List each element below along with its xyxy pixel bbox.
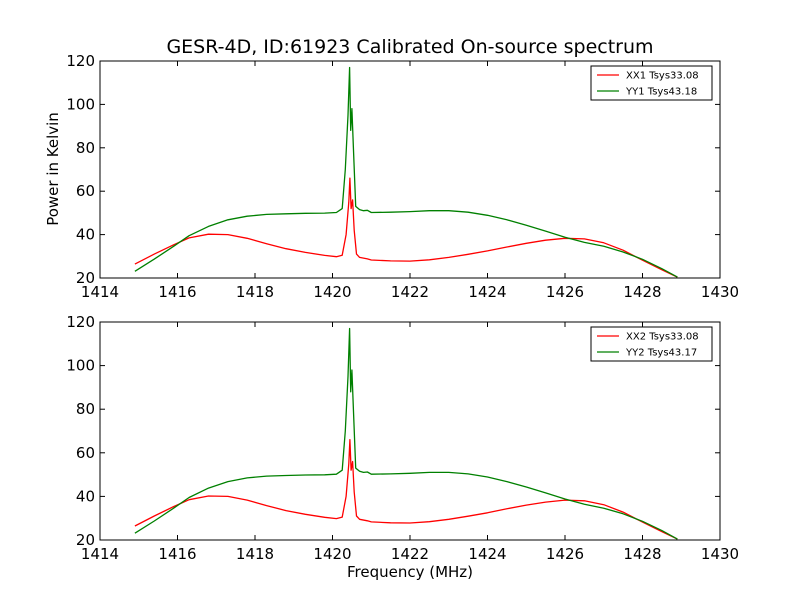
y-tick-label: 120: [66, 313, 95, 331]
x-tick-label: 1428: [623, 283, 661, 301]
legend-box: [590, 65, 713, 101]
legend-label: YY2 Tsys43.17: [625, 348, 697, 359]
legend-label: XX2 Tsys33.08: [626, 332, 699, 343]
x-axis-label: Frequency (MHz): [347, 563, 473, 581]
y-tick-label: 60: [76, 444, 95, 462]
series-line-xx1: [134, 177, 678, 278]
legend-label: YY1 Tsys43.18: [625, 87, 697, 98]
series-line-yy1: [134, 66, 678, 278]
x-tick-label: 1430: [701, 283, 739, 301]
y-tick-label: 100: [66, 357, 95, 375]
x-tick-label: 1420: [313, 283, 351, 301]
y-axis-label: Power in Kelvin: [44, 112, 62, 226]
legend: XX2 Tsys33.08 YY2 Tsys43.17: [590, 326, 713, 362]
legend-box: [590, 326, 713, 362]
x-tick-label: 1426: [546, 283, 584, 301]
x-tick-label: 1430: [701, 545, 739, 563]
y-tick-label: 20: [76, 269, 95, 287]
x-tick-label: 1422: [391, 545, 429, 563]
y-tick-label: 40: [76, 226, 95, 244]
legend-label: XX1 Tsys33.08: [626, 71, 699, 82]
x-tick-label: 1428: [623, 545, 661, 563]
x-tick-label: 1416: [158, 283, 196, 301]
x-tick-label: 1426: [546, 545, 584, 563]
x-tick-label: 1418: [236, 283, 274, 301]
x-tick-label: 1424: [468, 283, 506, 301]
top-panel: 1414 1416 1418 1420 1422 1424 1426 1428 1430 20 40…: [66, 52, 739, 301]
y-tick-label: 40: [76, 487, 95, 505]
x-tick-label: 1414: [81, 283, 119, 301]
y-tick-label: 80: [76, 400, 95, 418]
series-line-xx2: [134, 439, 678, 540]
y-tick-label: 120: [66, 52, 95, 70]
x-tick-label: 1424: [468, 545, 506, 563]
y-tick-label: 60: [76, 182, 95, 200]
x-tick-label: 1422: [391, 283, 429, 301]
x-tick-label: 1416: [158, 545, 196, 563]
legend: XX1 Tsys33.08 YY1 Tsys43.18: [590, 65, 713, 101]
figure-title: GESR-4D, ID:61923 Calibrated On-source s…: [166, 36, 653, 58]
y-tick-label: 80: [76, 139, 95, 157]
y-tick-label: 100: [66, 95, 95, 113]
bottom-panel: 1414 1416 1418 1420 1422 1424 1426 1428 1430 20 40…: [66, 313, 739, 563]
x-tick-label: 1420: [313, 545, 351, 563]
x-tick-label: 1418: [236, 545, 274, 563]
y-tick-label: 20: [76, 531, 95, 549]
series-line-yy2: [134, 327, 678, 540]
x-tick-label: 1414: [81, 545, 119, 563]
